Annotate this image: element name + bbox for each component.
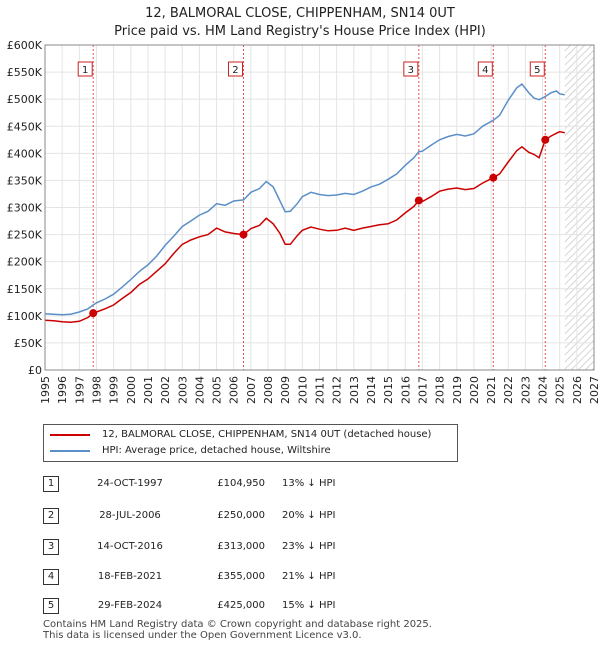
sale-number-label: 1	[82, 65, 88, 76]
sale-number-badge: 3	[43, 539, 59, 555]
legend-label-hpi: HPI: Average price, detached house, Wilt…	[102, 445, 331, 456]
x-tick-label: 1996	[56, 376, 69, 404]
x-tick-label: 2004	[193, 376, 206, 404]
sale-row: 2 28-JUL-2006 £250,000 20% ↓ HPI	[0, 507, 600, 527]
y-tick-label: £300K	[7, 202, 43, 215]
x-tick-label: 1999	[108, 376, 121, 404]
sale-price: £355,000	[217, 571, 265, 582]
y-tick-label: £550K	[7, 66, 43, 79]
plot-border	[44, 44, 595, 371]
x-tick-label: 2022	[502, 376, 515, 404]
sale-point	[414, 196, 423, 205]
x-tick-label: 2026	[571, 376, 584, 404]
y-tick-label: £400K	[7, 147, 43, 160]
x-tick-label: 2006	[228, 376, 241, 404]
sale-row: 1 24-OCT-1997 £104,950 13% ↓ HPI	[0, 475, 600, 495]
x-tick-label: 2020	[468, 376, 481, 404]
sale-date: 18-FEB-2021	[97, 571, 163, 582]
y-tick-label: £50K	[14, 337, 43, 350]
x-tick-label: 2001	[142, 376, 155, 404]
y-tick-label: £600K	[7, 39, 43, 52]
x-tick-label: 2009	[279, 376, 292, 404]
sale-number-badge: 5	[43, 598, 59, 614]
sale-row: 3 14-OCT-2016 £313,000 23% ↓ HPI	[0, 538, 600, 558]
sale-price: £313,000	[217, 541, 265, 552]
x-tick-label: 2008	[262, 376, 275, 404]
x-tick-label: 2027	[588, 376, 600, 404]
sale-row: 4 18-FEB-2021 £355,000 21% ↓ HPI	[0, 568, 600, 588]
sale-number-badge: 2	[43, 508, 59, 524]
legend-swatch-property	[50, 434, 90, 436]
x-tick-label: 2016	[399, 376, 412, 404]
sale-date: 14-OCT-2016	[97, 541, 163, 552]
x-tick-label: 2019	[451, 376, 464, 404]
property-series-line	[44, 130, 565, 324]
y-tick-label: £500K	[7, 93, 43, 106]
sale-number-label: 5	[534, 65, 540, 76]
sale-number-label: 4	[482, 65, 488, 76]
x-tick-label: 1997	[73, 376, 86, 404]
sale-point	[541, 135, 550, 144]
footer-copyright: Contains HM Land Registry data © Crown c…	[43, 619, 432, 630]
x-tick-label: 2024	[537, 376, 550, 404]
y-tick-label: £150K	[7, 283, 43, 296]
sale-row: 5 29-FEB-2024 £425,000 15% ↓ HPI	[0, 597, 600, 617]
sale-number-badge: 4	[43, 569, 59, 585]
sale-point	[239, 230, 248, 239]
y-tick-label: £450K	[7, 120, 43, 133]
sale-number-box	[403, 61, 419, 77]
hpi-series-line	[44, 82, 565, 316]
x-tick-label: 1998	[90, 376, 103, 404]
chart-title-address: 12, BALMORAL CLOSE, CHIPPENHAM, SN14 0UT	[145, 6, 455, 21]
x-tick-label: 2000	[125, 376, 138, 404]
sale-number-badge: 1	[43, 476, 59, 492]
x-tick-label: 1995	[39, 376, 52, 404]
y-tick-label: £350K	[7, 174, 43, 187]
sale-point	[489, 173, 498, 182]
sale-hpi-diff: 15% ↓ HPI	[282, 600, 336, 611]
chart-legend: 12, BALMORAL CLOSE, CHIPPENHAM, SN14 0UT…	[43, 424, 458, 462]
footer-licence: This data is licensed under the Open Gov…	[43, 630, 362, 641]
x-tick-label: 2003	[176, 376, 189, 404]
x-tick-label: 2017	[416, 376, 429, 404]
x-tick-label: 2010	[296, 376, 309, 404]
sale-hpi-diff: 21% ↓ HPI	[282, 571, 336, 582]
sale-date: 28-JUL-2006	[99, 510, 161, 521]
x-tick-label: 2014	[365, 376, 378, 404]
x-tick-label: 2021	[485, 376, 498, 404]
sale-number-box	[77, 61, 93, 77]
sale-price: £250,000	[217, 510, 265, 521]
x-tick-label: 2025	[554, 376, 567, 404]
sale-date: 24-OCT-1997	[97, 478, 163, 489]
sale-number-label: 3	[408, 65, 414, 76]
y-tick-label: £0	[28, 364, 42, 377]
y-tick-label: £250K	[7, 229, 43, 242]
x-tick-label: 2005	[211, 376, 224, 404]
sale-number-box	[477, 61, 493, 77]
legend-swatch-hpi	[50, 450, 90, 452]
legend-label-property: 12, BALMORAL CLOSE, CHIPPENHAM, SN14 0UT…	[102, 429, 432, 440]
sale-price: £104,950	[217, 478, 265, 489]
x-tick-label: 2007	[245, 376, 258, 404]
y-tick-label: £200K	[7, 256, 43, 269]
x-tick-label: 2012	[331, 376, 344, 404]
x-tick-label: 2013	[348, 376, 361, 404]
sale-date: 29-FEB-2024	[97, 600, 163, 611]
x-tick-label: 2015	[382, 376, 395, 404]
sale-hpi-diff: 20% ↓ HPI	[282, 510, 336, 521]
price-chart: £0 £50K £100K £150K £200K £250K £300K £350K £400…	[7, 39, 600, 404]
x-tick-label: 2002	[159, 376, 172, 404]
y-tick-label: £100K	[7, 310, 43, 323]
chart-subtitle: Price paid vs. HM Land Registry's House …	[114, 24, 486, 39]
sale-number-box	[529, 61, 545, 77]
sale-number-box	[227, 61, 243, 77]
x-tick-label: 2023	[519, 376, 532, 404]
x-tick-label: 2011	[314, 376, 327, 404]
sale-hpi-diff: 23% ↓ HPI	[282, 541, 336, 552]
sale-point	[89, 309, 98, 318]
sale-hpi-diff: 13% ↓ HPI	[282, 478, 336, 489]
x-tick-label: 2018	[434, 376, 447, 404]
sale-number-label: 2	[232, 65, 238, 76]
sale-price: £425,000	[217, 600, 265, 611]
